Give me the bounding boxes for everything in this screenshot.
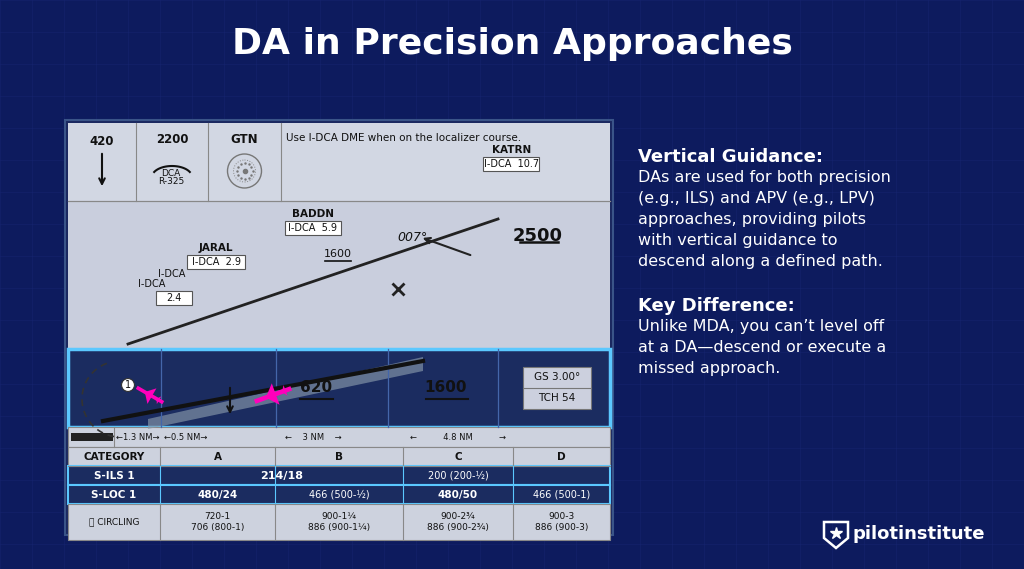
Bar <box>68 201 610 349</box>
Text: ←          4.8 NM          →: ← 4.8 NM → <box>410 432 506 442</box>
Text: A: A <box>213 451 221 461</box>
Text: 1600: 1600 <box>425 380 467 394</box>
Text: with vertical guidance to: with vertical guidance to <box>638 233 838 248</box>
Text: R-325: R-325 <box>158 177 184 186</box>
Bar <box>71 433 113 441</box>
Text: Unlike MDA, you can’t level off: Unlike MDA, you can’t level off <box>638 319 884 334</box>
Text: 007°: 007° <box>397 230 428 244</box>
Text: I-DCA: I-DCA <box>138 279 166 289</box>
Text: S-LOC 1: S-LOC 1 <box>91 489 136 500</box>
Text: 466 (500-1): 466 (500-1) <box>532 489 590 500</box>
Text: Key Difference:: Key Difference: <box>638 297 795 315</box>
Bar <box>65 120 613 535</box>
Text: ←0.5 NM→: ←0.5 NM→ <box>164 432 208 442</box>
Text: (e.g., ILS) and APV (e.g., LPV): (e.g., ILS) and APV (e.g., LPV) <box>638 191 874 206</box>
Text: ←    3 NM    →: ← 3 NM → <box>285 432 341 442</box>
Text: I-DCA  5.9: I-DCA 5.9 <box>289 223 338 233</box>
Polygon shape <box>157 397 162 404</box>
Text: 1: 1 <box>125 380 131 390</box>
Text: ←1.3 NM→: ←1.3 NM→ <box>117 432 160 442</box>
Bar <box>523 367 591 409</box>
Text: 480/50: 480/50 <box>438 489 478 500</box>
Text: B: B <box>335 451 343 461</box>
Polygon shape <box>282 385 288 396</box>
Bar <box>68 123 610 201</box>
Text: I-DCA  10.7: I-DCA 10.7 <box>483 159 539 169</box>
Text: CATEGORY: CATEGORY <box>83 451 144 461</box>
Text: KATRN: KATRN <box>492 145 530 155</box>
Text: 2200: 2200 <box>156 133 188 146</box>
Text: 900-2¾
886 (900-2¾): 900-2¾ 886 (900-2¾) <box>427 512 488 532</box>
Text: 466 (500-½): 466 (500-½) <box>308 489 370 500</box>
Bar <box>68 466 610 485</box>
Text: Ⓒ CIRCLING: Ⓒ CIRCLING <box>89 517 139 526</box>
Text: BADDN: BADDN <box>292 209 334 219</box>
Text: 214/18: 214/18 <box>260 471 303 480</box>
Text: missed approach.: missed approach. <box>638 361 780 376</box>
Bar <box>68 504 610 540</box>
Text: 1600: 1600 <box>324 249 352 259</box>
Text: 900-3
886 (900-3): 900-3 886 (900-3) <box>535 512 588 532</box>
Bar <box>483 157 540 171</box>
Bar <box>156 291 193 305</box>
Text: 2.4: 2.4 <box>166 293 181 303</box>
Bar <box>68 123 610 532</box>
Text: 200 (200-½): 200 (200-½) <box>428 471 488 480</box>
Text: 2500: 2500 <box>513 227 563 245</box>
Text: DCA: DCA <box>162 169 180 178</box>
Text: pilotinstitute: pilotinstitute <box>852 525 984 543</box>
Bar <box>187 255 245 269</box>
Text: DAs are used for both precision: DAs are used for both precision <box>638 170 891 185</box>
Text: S-ILS 1: S-ILS 1 <box>93 471 134 480</box>
Text: GTN: GTN <box>230 133 258 146</box>
Text: 900-1¼
886 (900-1¼): 900-1¼ 886 (900-1¼) <box>308 512 370 532</box>
Text: at a DA—descend or execute a: at a DA—descend or execute a <box>638 340 886 355</box>
Polygon shape <box>266 384 280 405</box>
Text: GS 3.00°: GS 3.00° <box>534 372 581 382</box>
Bar <box>68 485 610 504</box>
Bar <box>285 221 341 235</box>
Text: Vertical Guidance:: Vertical Guidance: <box>638 148 823 166</box>
Bar <box>68 349 610 427</box>
Text: approaches, providing pilots: approaches, providing pilots <box>638 212 866 227</box>
Text: I-DCA  2.9: I-DCA 2.9 <box>191 257 241 267</box>
Text: 720-1
706 (800-1): 720-1 706 (800-1) <box>190 512 244 532</box>
Text: 420: 420 <box>90 135 115 148</box>
Text: I-DCA: I-DCA <box>159 269 185 279</box>
Polygon shape <box>144 388 157 404</box>
Text: 620: 620 <box>300 380 332 394</box>
Bar <box>68 427 610 447</box>
Text: DA in Precision Approaches: DA in Precision Approaches <box>231 27 793 61</box>
Text: JARAL: JARAL <box>199 243 233 253</box>
Text: TCH 54: TCH 54 <box>539 393 575 403</box>
Text: C: C <box>455 451 462 461</box>
Polygon shape <box>148 357 423 429</box>
Bar <box>68 447 610 466</box>
Text: D: D <box>557 451 566 461</box>
Text: descend along a defined path.: descend along a defined path. <box>638 254 883 269</box>
Text: Use I-DCA DME when on the localizer course.: Use I-DCA DME when on the localizer cour… <box>286 133 521 143</box>
Text: 480/24: 480/24 <box>198 489 238 500</box>
